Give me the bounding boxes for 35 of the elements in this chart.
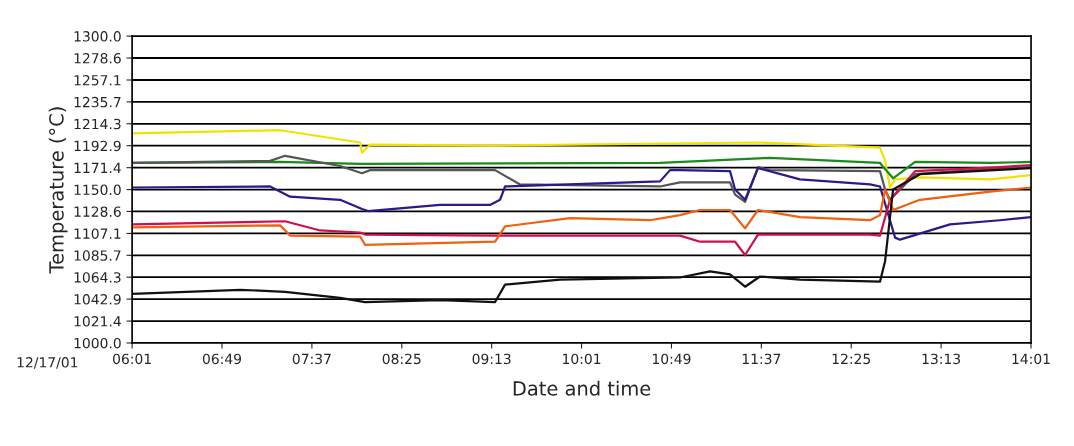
line-series bbox=[132, 166, 1032, 304]
y-tick-label: 1257.1 bbox=[74, 74, 121, 86]
x-tick-label: 06:01 bbox=[113, 353, 151, 365]
y-tick-label: 1064.3 bbox=[74, 272, 121, 283]
y-tick-label: 1235.7 bbox=[74, 96, 121, 108]
x-tick-label: 06:49 bbox=[202, 353, 242, 365]
y-tick-label: 1085.7 bbox=[74, 250, 121, 261]
x-tick-label: 14:01 bbox=[1012, 353, 1050, 365]
x-tick-label: 10:01 bbox=[563, 353, 601, 365]
y-tick-label: 1042.9 bbox=[74, 294, 121, 305]
y-tick-label: 1171.4 bbox=[74, 162, 121, 173]
x-tick-label: 07:37 bbox=[292, 353, 331, 365]
line-series bbox=[132, 129, 1032, 189]
line-series bbox=[132, 154, 1032, 203]
y-tick-label: 1107.1 bbox=[74, 228, 121, 239]
x-tick-label: 12:25 bbox=[832, 353, 871, 365]
line-series bbox=[132, 163, 1032, 257]
y-tick-label: 1300.0 bbox=[74, 31, 121, 42]
y-tick-label: 1192.9 bbox=[74, 140, 121, 152]
y-tick-label: 1214.3 bbox=[74, 118, 121, 130]
line-series bbox=[132, 166, 1032, 241]
text: 12/17/01 bbox=[17, 357, 78, 369]
x-tick-label: 09:13 bbox=[472, 353, 511, 365]
y-axis-title: Temperature (°C) bbox=[48, 107, 68, 274]
x-tick-label: 08:25 bbox=[382, 353, 421, 365]
y-tick-label: 1278.6 bbox=[74, 52, 121, 64]
y-tick-label: 1000.0 bbox=[74, 337, 121, 349]
y-tick-label: 1021.4 bbox=[74, 316, 121, 327]
line-series bbox=[132, 186, 1032, 246]
x-tick-label: 10:49 bbox=[652, 353, 691, 365]
x-tick-label: 13:13 bbox=[922, 353, 961, 365]
y-tick-label: 1128.6 bbox=[74, 206, 121, 217]
x-tick-label: 11:37 bbox=[742, 353, 781, 365]
x-axis-title: Date and time bbox=[513, 380, 651, 396]
y-tick-label: 1150.0 bbox=[74, 184, 121, 196]
